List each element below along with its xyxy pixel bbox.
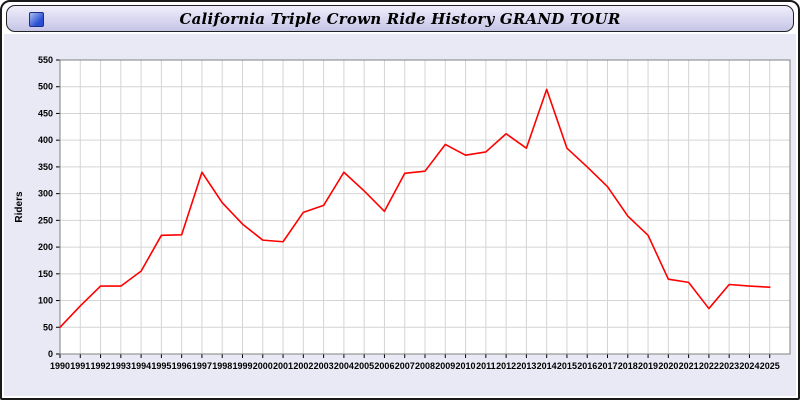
svg-text:50: 50 <box>43 322 53 332</box>
svg-text:1993: 1993 <box>111 361 131 371</box>
svg-text:100: 100 <box>38 296 53 306</box>
y-axis-ticks <box>56 59 60 355</box>
svg-text:1995: 1995 <box>151 361 171 371</box>
svg-text:2020: 2020 <box>658 361 678 371</box>
svg-text:2017: 2017 <box>597 361 617 371</box>
svg-text:0: 0 <box>48 349 53 359</box>
svg-text:400: 400 <box>38 135 53 145</box>
svg-text:2010: 2010 <box>456 361 476 371</box>
svg-text:2007: 2007 <box>395 361 415 371</box>
svg-text:1991: 1991 <box>70 361 90 371</box>
svg-text:1999: 1999 <box>232 361 252 371</box>
svg-text:2006: 2006 <box>374 361 394 371</box>
svg-text:2018: 2018 <box>618 361 638 371</box>
svg-text:500: 500 <box>38 82 53 92</box>
riders-series-line <box>59 88 771 329</box>
x-axis-ticks <box>59 354 771 358</box>
chart-panel: 0 50 100 150 200 250 300 350 400 450 500 550 1990 199… <box>4 34 796 396</box>
svg-text:2000: 2000 <box>253 361 273 371</box>
svg-text:2016: 2016 <box>577 361 597 371</box>
svg-text:2003: 2003 <box>314 361 334 371</box>
svg-text:1997: 1997 <box>192 361 212 371</box>
svg-text:150: 150 <box>38 269 53 279</box>
svg-text:300: 300 <box>38 189 53 199</box>
svg-text:2023: 2023 <box>719 361 739 371</box>
svg-text:2004: 2004 <box>334 361 354 371</box>
svg-text:2025: 2025 <box>760 361 780 371</box>
svg-text:2022: 2022 <box>699 361 719 371</box>
svg-text:2005: 2005 <box>354 361 374 371</box>
svg-text:2015: 2015 <box>557 361 577 371</box>
svg-text:2021: 2021 <box>679 361 699 371</box>
app-window-icon <box>29 12 44 27</box>
svg-text:1998: 1998 <box>212 361 232 371</box>
svg-text:2011: 2011 <box>476 361 496 371</box>
svg-text:2019: 2019 <box>638 361 658 371</box>
svg-text:2009: 2009 <box>435 361 455 371</box>
svg-text:1994: 1994 <box>131 361 151 371</box>
svg-text:450: 450 <box>38 108 53 118</box>
svg-text:2001: 2001 <box>273 361 293 371</box>
svg-text:2024: 2024 <box>739 361 759 371</box>
svg-text:250: 250 <box>38 215 53 225</box>
svg-text:2012: 2012 <box>496 361 516 371</box>
svg-text:2014: 2014 <box>537 361 557 371</box>
title-bar: California Triple Crown Ride History GRA… <box>6 5 794 32</box>
svg-text:2002: 2002 <box>293 361 313 371</box>
svg-text:550: 550 <box>38 55 53 65</box>
svg-text:200: 200 <box>38 242 53 252</box>
svg-text:1996: 1996 <box>172 361 192 371</box>
svg-text:350: 350 <box>38 162 53 172</box>
plot-frame <box>59 59 791 355</box>
svg-text:2013: 2013 <box>516 361 536 371</box>
y-axis-labels: 0 50 100 150 200 250 300 350 400 450 500 550 <box>38 55 53 359</box>
window-title: California Triple Crown Ride History GRA… <box>179 9 621 28</box>
x-axis-labels: 1990 1991 1992 1993 1994 1995 1996 1997 1998 1999… <box>50 361 780 371</box>
svg-text:1990: 1990 <box>50 361 70 371</box>
svg-text:1992: 1992 <box>91 361 111 371</box>
svg-text:2008: 2008 <box>415 361 435 371</box>
y-axis-title: Riders <box>14 191 25 223</box>
